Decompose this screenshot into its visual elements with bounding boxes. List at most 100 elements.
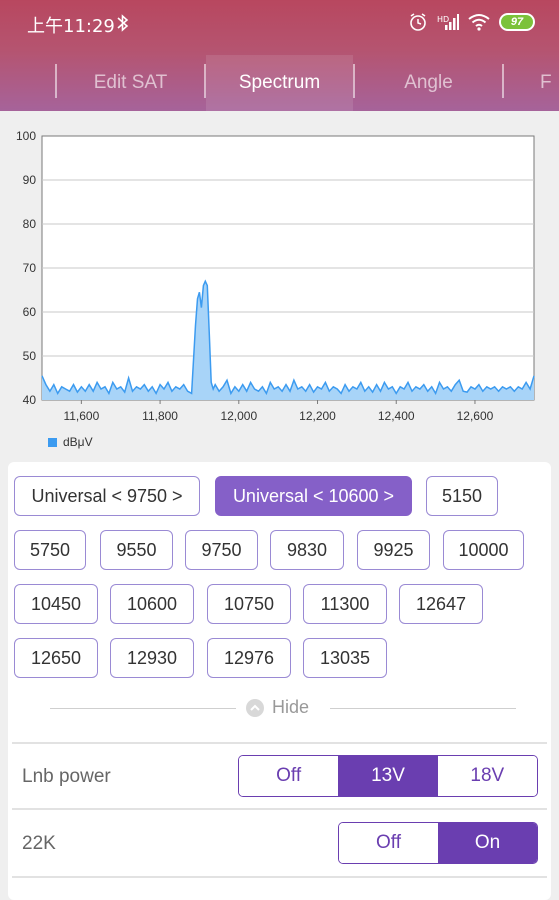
lnb-freq-chip[interactable]: 9550 <box>100 530 173 570</box>
legend-swatch <box>48 437 57 447</box>
lnb-freq-chip[interactable]: 10750 <box>207 584 291 624</box>
x-tick-label: 12,000 <box>220 409 257 423</box>
battery-level: 97 <box>510 16 524 28</box>
lnb-freq-chip[interactable]: 5750 <box>14 530 86 570</box>
divider <box>12 876 547 878</box>
lnb-freq-chip[interactable]: Universal < 9750 > <box>14 476 200 516</box>
lnb-freq-chip[interactable]: 12976 <box>207 638 291 678</box>
signal-icon: HD <box>437 14 459 30</box>
tab-spectrum[interactable]: Spectrum <box>206 55 353 111</box>
option-label: 18V <box>470 765 505 786</box>
legend-label: dBμV <box>63 435 93 449</box>
chip-label: 10450 <box>30 593 82 614</box>
y-tick-label: 80 <box>23 217 37 231</box>
x-tick-label: 11,600 <box>63 409 99 423</box>
x-tick-label: 12,200 <box>299 409 336 423</box>
k22-on-button[interactable]: On <box>438 823 537 863</box>
chip-label: 12647 <box>415 593 467 614</box>
tab-separator <box>55 64 57 98</box>
lnb-freq-chip[interactable]: 9750 <box>185 530 258 570</box>
tab-separator <box>353 64 355 98</box>
chip-label: 5750 <box>29 539 71 560</box>
chip-label: 9830 <box>286 539 328 560</box>
tab-separator <box>204 64 206 98</box>
y-tick-label: 40 <box>23 393 37 407</box>
bluetooth-icon <box>117 14 129 32</box>
y-tick-label: 90 <box>23 173 37 187</box>
lnb-power-off-button[interactable]: Off <box>239 756 339 796</box>
chip-label: 10750 <box>223 593 275 614</box>
tab-label: F <box>540 72 552 93</box>
battery-icon: 97 <box>499 13 535 31</box>
lnb-freq-chip[interactable]: 13035 <box>303 638 387 678</box>
lnb-power-18v-button[interactable]: 18V <box>437 756 537 796</box>
hide-button[interactable]: Hide <box>246 697 309 718</box>
tab-separator <box>502 64 504 98</box>
lnb-freq-chip[interactable]: 12647 <box>399 584 483 624</box>
lnb-freq-chip[interactable]: 9830 <box>270 530 344 570</box>
y-tick-label: 60 <box>23 305 37 319</box>
tab-label: Angle <box>404 72 453 93</box>
chip-label: 13035 <box>319 647 371 668</box>
alarm-icon <box>410 13 426 31</box>
lnb-freq-chip[interactable]: 10600 <box>110 584 194 624</box>
option-label: 13V <box>371 765 405 786</box>
chart-legend: dBμV <box>48 435 93 449</box>
chip-label: 11300 <box>320 593 370 614</box>
chip-label: Universal < 10600 > <box>232 485 395 506</box>
k22-off-button[interactable]: Off <box>339 823 438 863</box>
x-tick-label: 12,400 <box>378 409 415 423</box>
tab-edit-sat[interactable]: Edit SAT <box>57 55 204 111</box>
chip-label: 10600 <box>126 593 178 614</box>
app-header: 上午11:29 HD <box>0 0 559 111</box>
chip-label: Universal < 9750 > <box>31 485 183 506</box>
tab-label: Edit SAT <box>93 72 168 93</box>
y-tick-label: 50 <box>23 349 37 363</box>
spectrum-chart: 40 50 60 70 80 90 100 11,600 11,800 12,000 12,200 1… <box>0 111 559 461</box>
option-label: Off <box>376 832 401 853</box>
chip-label: 12930 <box>126 647 178 668</box>
lnb-power-selector: Off 13V 18V <box>238 755 538 797</box>
lnb-freq-chip[interactable]: 9925 <box>357 530 430 570</box>
tab-angle[interactable]: Angle <box>355 55 502 111</box>
hide-label: Hide <box>272 697 310 717</box>
lnb-freq-chip[interactable]: Universal < 10600 > <box>215 476 412 516</box>
divider <box>12 742 547 744</box>
chip-label: 9925 <box>373 539 414 560</box>
k22-selector: Off On <box>338 822 538 864</box>
divider-line <box>330 708 516 709</box>
series-line <box>41 279 535 396</box>
divider <box>12 808 547 810</box>
option-label: On <box>474 832 501 853</box>
chip-label: 9750 <box>201 539 242 560</box>
x-tick-label: 11,800 <box>142 409 178 423</box>
tab-partial[interactable]: F <box>540 55 559 111</box>
x-tick-label: 12,600 <box>457 409 494 423</box>
settings-card: Universal < 9750 > Universal < 10600 > 515… <box>8 462 551 900</box>
y-tick-label: 100 <box>16 129 36 143</box>
lnb-power-label: Lnb power <box>22 766 111 787</box>
chip-label: 12976 <box>223 647 275 668</box>
chip-label: 12650 <box>30 647 82 668</box>
y-tick-label: 70 <box>23 261 37 275</box>
status-bar: 上午11:29 HD <box>0 0 559 48</box>
lnb-freq-chip[interactable]: 10000 <box>443 530 524 570</box>
lnb-freq-chip[interactable]: 11300 <box>303 584 387 624</box>
chip-label: 9550 <box>116 539 157 560</box>
svg-text:HD: HD <box>437 15 449 24</box>
lnb-freq-chip[interactable]: 12930 <box>110 638 194 678</box>
status-icons: HD 97 <box>408 12 535 32</box>
chip-label: 10000 <box>458 539 509 560</box>
status-time: 上午11:29 <box>27 16 115 37</box>
spectrum-plot: 40 50 60 70 80 90 100 11,600 11,800 12,000 12,200 1… <box>16 129 535 423</box>
divider-line <box>50 708 236 709</box>
chevron-up-icon <box>246 698 264 717</box>
lnb-power-13v-button[interactable]: 13V <box>338 756 438 796</box>
lnb-freq-chip[interactable]: 5150 <box>426 476 498 516</box>
tab-label: Spectrum <box>238 72 321 93</box>
lnb-freq-chip[interactable]: 10450 <box>14 584 98 624</box>
tab-bar: Edit SAT Spectrum Angle F <box>0 55 559 111</box>
option-label: Off <box>276 765 302 786</box>
wifi-icon <box>468 14 490 31</box>
lnb-freq-chip[interactable]: 12650 <box>14 638 98 678</box>
